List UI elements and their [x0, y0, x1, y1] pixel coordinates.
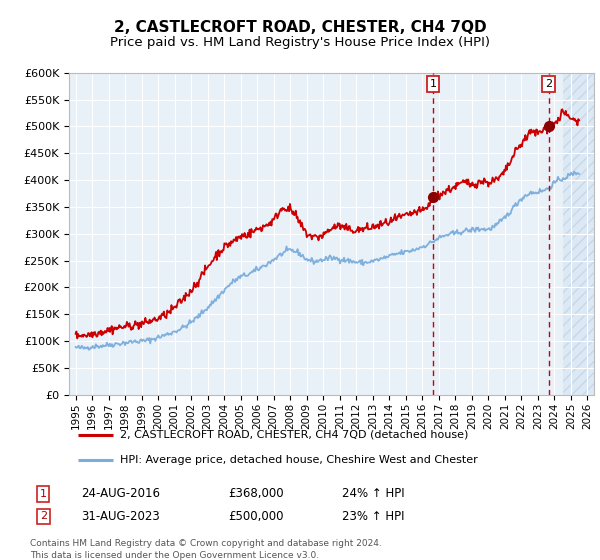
Text: 24% ↑ HPI: 24% ↑ HPI: [342, 487, 404, 501]
Bar: [563, 73, 600, 395]
Text: Contains HM Land Registry data © Crown copyright and database right 2024.
This d: Contains HM Land Registry data © Crown c…: [30, 539, 382, 559]
Text: 24-AUG-2016: 24-AUG-2016: [81, 487, 160, 501]
Bar: [563, 73, 600, 395]
Text: HPI: Average price, detached house, Cheshire West and Chester: HPI: Average price, detached house, Ches…: [121, 455, 478, 465]
Text: £368,000: £368,000: [228, 487, 284, 501]
Text: £500,000: £500,000: [228, 510, 284, 523]
Text: 2, CASTLECROFT ROAD, CHESTER, CH4 7QD (detached house): 2, CASTLECROFT ROAD, CHESTER, CH4 7QD (d…: [121, 430, 469, 440]
Text: 1: 1: [430, 80, 437, 89]
Text: 23% ↑ HPI: 23% ↑ HPI: [342, 510, 404, 523]
Text: 2: 2: [40, 511, 47, 521]
Text: 2: 2: [545, 80, 552, 89]
Text: 1: 1: [40, 489, 47, 499]
Text: Price paid vs. HM Land Registry's House Price Index (HPI): Price paid vs. HM Land Registry's House …: [110, 36, 490, 49]
Text: 2, CASTLECROFT ROAD, CHESTER, CH4 7QD: 2, CASTLECROFT ROAD, CHESTER, CH4 7QD: [113, 20, 487, 35]
Text: 31-AUG-2023: 31-AUG-2023: [81, 510, 160, 523]
